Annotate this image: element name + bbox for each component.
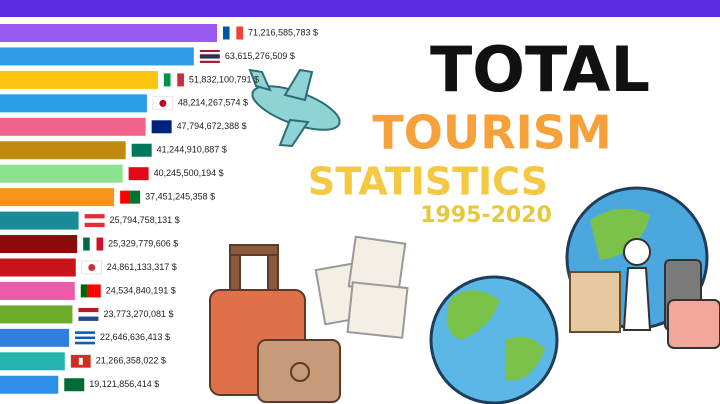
value-label: 63,615,276,509 $ <box>225 51 295 61</box>
top-strip <box>0 0 720 17</box>
flag-stripe <box>128 167 149 181</box>
flag-stripe <box>84 214 105 219</box>
flag <box>131 143 152 157</box>
flag-stripe <box>75 336 96 340</box>
subtitle: 1995-2020 <box>420 203 552 228</box>
bar <box>0 141 126 160</box>
flag-stripe <box>75 331 96 334</box>
flag <box>223 26 243 40</box>
flag-stripe <box>78 316 99 321</box>
flag-stripe <box>131 143 152 157</box>
bar <box>0 24 217 42</box>
flag-stripe <box>120 190 131 204</box>
flag <box>163 73 184 87</box>
flag-stripe <box>64 378 85 392</box>
bar <box>0 375 59 394</box>
flag-emblem <box>159 99 167 107</box>
flag-stripe <box>89 237 97 251</box>
flag-stripe <box>75 341 96 345</box>
value-label: 25,794,758,131 $ <box>110 215 180 225</box>
flag-stripe <box>130 190 141 204</box>
flag-stripe <box>199 60 220 63</box>
flag-stripe <box>229 26 237 40</box>
flag-stripe <box>199 58 220 61</box>
flag-stripe <box>199 56 220 59</box>
flag-stripe <box>199 49 220 53</box>
flag-stripe <box>83 237 90 251</box>
flag-stripe <box>80 284 88 298</box>
flag <box>80 284 101 298</box>
flag-stripe <box>199 52 220 55</box>
flag-stripe <box>151 120 172 134</box>
flag-stripe <box>96 237 104 251</box>
bar <box>0 328 70 347</box>
flag-stripe <box>163 73 171 87</box>
flag-stripe <box>170 73 178 87</box>
bar <box>0 211 79 230</box>
flag <box>128 167 149 181</box>
flag-stripe <box>78 307 99 313</box>
flag-stripe <box>94 284 101 298</box>
title-line: STATISTICS <box>308 160 548 204</box>
flag <box>120 190 141 204</box>
title-line: TOURISM <box>372 106 611 160</box>
globe-illustration <box>429 186 720 404</box>
bar <box>0 117 146 136</box>
flag-stripe <box>223 26 230 40</box>
flag <box>78 307 99 321</box>
bar <box>0 70 158 89</box>
value-label: 51,832,100,791 $ <box>189 74 259 84</box>
flag-stripe <box>78 312 99 317</box>
value-label: 21,266,358,022 $ <box>96 356 166 366</box>
bar <box>0 94 147 113</box>
value-label: 24,861,133,317 $ <box>107 262 177 272</box>
bar <box>0 47 194 66</box>
flag-stripe <box>84 222 105 228</box>
flag-stripe <box>199 54 220 57</box>
value-label: 71,216,585,783 $ <box>248 27 318 37</box>
flag <box>70 354 92 369</box>
value-label: 19,121,856,414 $ <box>89 379 159 389</box>
flag <box>84 214 105 228</box>
suitcase-illustration <box>209 244 341 403</box>
value-label: 25,329,779,606 $ <box>108 238 178 248</box>
value-label: 24,534,840,191 $ <box>106 285 176 295</box>
title-line: TOTAL <box>430 33 650 106</box>
bar <box>0 305 73 324</box>
bar <box>0 188 115 207</box>
flag-emblem <box>88 264 96 271</box>
airplane-illustration <box>248 68 341 148</box>
value-label: 22,646,636,413 $ <box>100 332 170 342</box>
bar <box>0 235 78 254</box>
flag-stripe <box>75 333 96 337</box>
flag <box>199 49 220 63</box>
flag <box>64 378 85 392</box>
value-label: 47,794,672,388 $ <box>177 121 247 131</box>
flag-stripe <box>177 73 184 87</box>
value-label: 41,244,910,887 $ <box>157 145 227 155</box>
value-label: 23,773,270,081 $ <box>103 309 173 319</box>
flag-stripe <box>87 284 95 298</box>
bar <box>0 164 123 183</box>
flag <box>81 260 103 275</box>
flag <box>151 120 172 134</box>
value-label: 40,245,500,194 $ <box>154 168 224 178</box>
flag <box>75 331 96 345</box>
flag-stripe <box>84 218 105 223</box>
value-label: 37,451,245,358 $ <box>145 192 215 202</box>
flag-stripe <box>236 26 243 40</box>
flag-emblem <box>78 357 83 365</box>
bar <box>0 352 65 371</box>
flag-stripe <box>75 339 96 342</box>
bar <box>0 258 76 277</box>
flag <box>152 96 174 111</box>
photos-illustration <box>314 235 409 339</box>
flag <box>83 237 104 251</box>
value-label: 48,214,267,574 $ <box>178 98 248 108</box>
bar <box>0 281 75 300</box>
